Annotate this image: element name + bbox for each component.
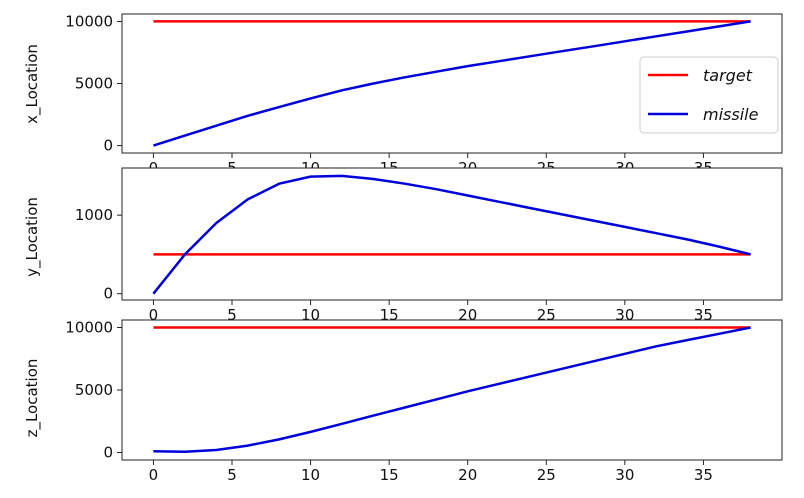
x-tick-label-z: 25 xyxy=(537,466,556,484)
x-tick-label-z: 15 xyxy=(380,466,399,484)
plot-area-y xyxy=(121,167,783,301)
y-tick-label-z: 5000 xyxy=(75,381,113,399)
y-tick-label-z: 0 xyxy=(103,444,113,462)
series-layer-y xyxy=(152,174,751,295)
legend: target missile xyxy=(639,56,779,134)
series-line-missile-x xyxy=(153,20,751,147)
x-tick-label-z: 20 xyxy=(458,466,477,484)
y-tick-label-x: 0 xyxy=(103,137,113,155)
series-layer-z xyxy=(153,326,751,454)
x-tick-label-z: 35 xyxy=(694,466,713,484)
y-tick-label-z: 10000 xyxy=(65,319,113,337)
x-tick-label-y: 0 xyxy=(149,306,159,324)
legend-label-missile: missile xyxy=(703,105,759,124)
y-tick-label-x: 5000 xyxy=(75,75,113,93)
x-tick-label-z: 0 xyxy=(149,466,159,484)
x-tick-label-z: 30 xyxy=(615,466,634,484)
y-axis-label-x: x_Location xyxy=(23,44,42,124)
y-tick-label-y: 1000 xyxy=(75,206,113,224)
series-line-missile-z xyxy=(153,326,751,454)
tick-layer-z: 0 5 10 15 20 25 30 35 0 5000 10000 xyxy=(65,319,713,485)
x-tick-label-y: 5 xyxy=(227,306,237,324)
series-layer-x xyxy=(153,20,751,147)
legend-label-target: target xyxy=(703,66,753,85)
y-axis-label-z: z_Location xyxy=(23,359,42,438)
y-tick-label-y: 0 xyxy=(103,285,113,303)
series-line-missile-y xyxy=(152,174,751,295)
x-tick-label-z: 10 xyxy=(301,466,320,484)
x-tick-label-z: 5 xyxy=(227,466,237,484)
panel-z-location: 0 5 10 15 20 25 30 35 0 5000 10000 z_Location xyxy=(23,319,783,485)
y-tick-label-x: 10000 xyxy=(65,12,113,30)
y-axis-label-y: y_Location xyxy=(23,197,42,277)
